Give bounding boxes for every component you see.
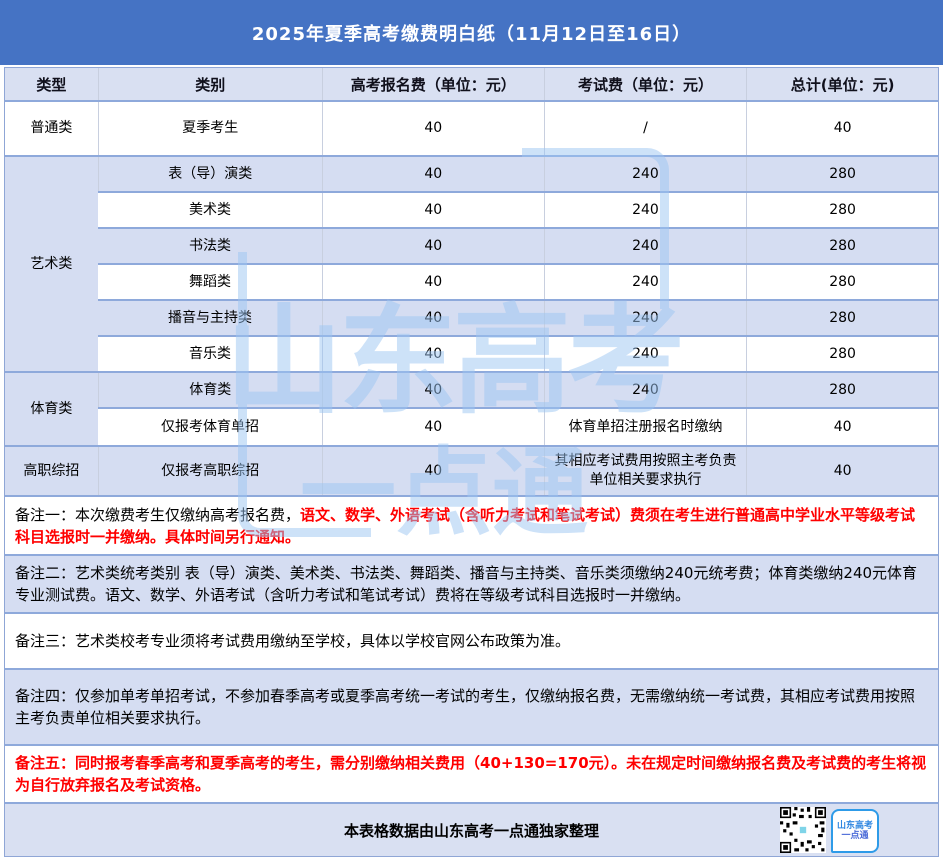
total-cell: 40	[746, 445, 938, 495]
exam-fee-cell: 240	[543, 263, 747, 300]
category-cell: 舞蹈类	[98, 263, 323, 300]
note-text: 备注三：艺术类校考专业须将考试费用缴纳至学校，具体以学校官网公布政策为准。	[15, 632, 571, 650]
notes: 备注一：本次缴费考生仅缴纳高考报名费，语文、数学、外语考试（含听力考试和笔试考试…	[5, 495, 938, 802]
note-2: 备注二：艺术类统考类别 表（导）演类、美术类、书法类、舞蹈类、播音与主持类、音乐…	[5, 554, 938, 612]
category-cell: 播音与主持类	[98, 299, 323, 336]
note-text: 备注四：仅参加单考单招考试，不参加春季高考或夏季高考统一考试的考生，仅缴纳报名费…	[15, 687, 916, 727]
qr-code-icon	[780, 807, 826, 853]
reg-fee-cell: 40	[321, 100, 545, 156]
column-header: 考试费（单位：元）	[543, 68, 747, 102]
note-3: 备注三：艺术类校考专业须将考试费用缴纳至学校，具体以学校官网公布政策为准。	[5, 612, 938, 668]
category-cell: 书法类	[98, 227, 323, 264]
type-cell: 体育类	[5, 371, 99, 446]
total-cell: 280	[746, 335, 938, 372]
title-bar: 2025年夏季高考缴费明白纸（11月12日至16日）	[0, 0, 943, 65]
column-header: 总计(单位：元)	[746, 68, 938, 102]
total-cell: 280	[746, 263, 938, 300]
reg-fee-cell: 40	[321, 407, 545, 446]
total-cell: 40	[746, 407, 938, 446]
note-4: 备注四：仅参加单考单招考试，不参加春季高考或夏季高考统一考试的考生，仅缴纳报名费…	[5, 668, 938, 744]
reg-fee-cell: 40	[321, 155, 545, 192]
total-cell: 280	[746, 227, 938, 264]
note-text: 备注二：艺术类统考类别 表（导）演类、美术类、书法类、舞蹈类、播音与主持类、音乐…	[15, 564, 918, 604]
total-cell: 40	[746, 100, 938, 156]
exam-fee-cell: 240	[543, 335, 747, 372]
total-cell: 280	[746, 371, 938, 408]
fee-table: 类型 类别 高考报名费（单位：元） 考试费（单位：元） 总计(单位：元) 普通类 夏季考生…	[5, 68, 938, 495]
exam-fee-cell: 其相应考试费用按照主考负责单位相关要求执行	[543, 445, 747, 495]
category-cell: 仅报考高职综招	[97, 445, 323, 495]
category-cell: 美术类	[98, 191, 323, 228]
reg-fee-cell: 40	[321, 371, 545, 408]
fee-table-body: 普通类 夏季考生 40/40 艺术类 表（导）演类 40 240 280 美术类 40 240 280…	[5, 100, 938, 495]
column-header: 类型	[5, 68, 99, 102]
note-5: 备注五：同时报考春季高考和夏季高考的考生，需分别缴纳相关费用（40+130=17…	[5, 744, 938, 802]
note-1: 备注一：本次缴费考生仅缴纳高考报名费，语文、数学、外语考试（含听力考试和笔试考试…	[5, 495, 938, 554]
table-row: 普通类 夏季考生 40/40	[5, 100, 938, 156]
type-cell: 普通类	[5, 100, 99, 156]
type-cell: 高职综招	[5, 445, 99, 495]
table-row: 音乐类 40 240 280	[5, 335, 938, 372]
table-row: 体育类 体育类 40 240 280	[5, 371, 938, 446]
brand-logo-line1: 山东高考	[836, 820, 873, 831]
category-cell: 表（导）演类	[97, 155, 323, 192]
exam-fee-cell: 240	[543, 155, 747, 192]
table-row: 艺术类 表（导）演类 40 240 280	[5, 155, 938, 372]
exam-fee-cell: 240	[543, 227, 747, 264]
table-row: 播音与主持类 40 240 280	[5, 299, 938, 336]
exam-fee-cell: /	[543, 100, 747, 156]
exam-fee-cell: 体育单招注册报名时缴纳	[543, 407, 747, 446]
category-cell: 夏季考生	[97, 100, 323, 156]
reg-fee-cell: 40	[321, 227, 545, 264]
footer: 本表格数据由山东高考一点通独家整理 山东高考 一点通	[5, 802, 938, 856]
column-header: 高考报名费（单位：元）	[321, 68, 545, 102]
note-text: 备注一：本次缴费考生仅缴纳高考报名费，语文、数学、外语考试（含听力考试和笔试考试…	[15, 505, 916, 546]
sheet: 类型 类别 高考报名费（单位：元） 考试费（单位：元） 总计(单位：元) 普通类 夏季考生…	[4, 67, 939, 857]
category-cell: 仅报考体育单招	[98, 407, 323, 446]
brand-logo: 山东高考 一点通	[831, 809, 879, 853]
note-text: 备注五：同时报考春季高考和夏季高考的考生，需分别缴纳相关费用（40+130=17…	[15, 754, 927, 794]
total-cell: 280	[746, 299, 938, 336]
category-cell: 音乐类	[98, 335, 323, 372]
footer-text: 本表格数据由山东高考一点通独家整理	[343, 821, 599, 840]
exam-fee-cell: 240	[543, 299, 747, 336]
table-row: 高职综招 仅报考高职综招 40 其相应考试费用按照主考负责单位相关要求执行 40	[5, 445, 938, 495]
brand-logo-line2: 一点通	[841, 831, 869, 841]
reg-fee-cell: 40	[321, 335, 545, 372]
total-cell: 280	[746, 155, 938, 192]
table-row: 舞蹈类 40 240 280	[5, 263, 938, 300]
reg-fee-cell: 40	[321, 263, 545, 300]
reg-fee-cell: 40	[321, 191, 545, 228]
table-row: 仅报考体育单招 40 体育单招注册报名时缴纳 40	[5, 407, 938, 446]
reg-fee-cell: 40	[321, 445, 545, 495]
total-cell: 280	[746, 191, 938, 228]
column-header: 类别	[97, 68, 323, 102]
type-cell: 艺术类	[5, 155, 99, 372]
reg-fee-cell: 40	[321, 299, 545, 336]
table-row: 书法类 40 240 280	[5, 227, 938, 264]
page-title: 2025年夏季高考缴费明白纸（11月12日至16日）	[251, 23, 692, 45]
exam-fee-cell: 240	[543, 191, 747, 228]
table-row: 美术类 40 240 280	[5, 191, 938, 228]
category-cell: 体育类	[97, 371, 323, 408]
exam-fee-cell: 240	[543, 371, 747, 408]
table-header-row: 类型 类别 高考报名费（单位：元） 考试费（单位：元） 总计(单位：元)	[5, 68, 938, 102]
